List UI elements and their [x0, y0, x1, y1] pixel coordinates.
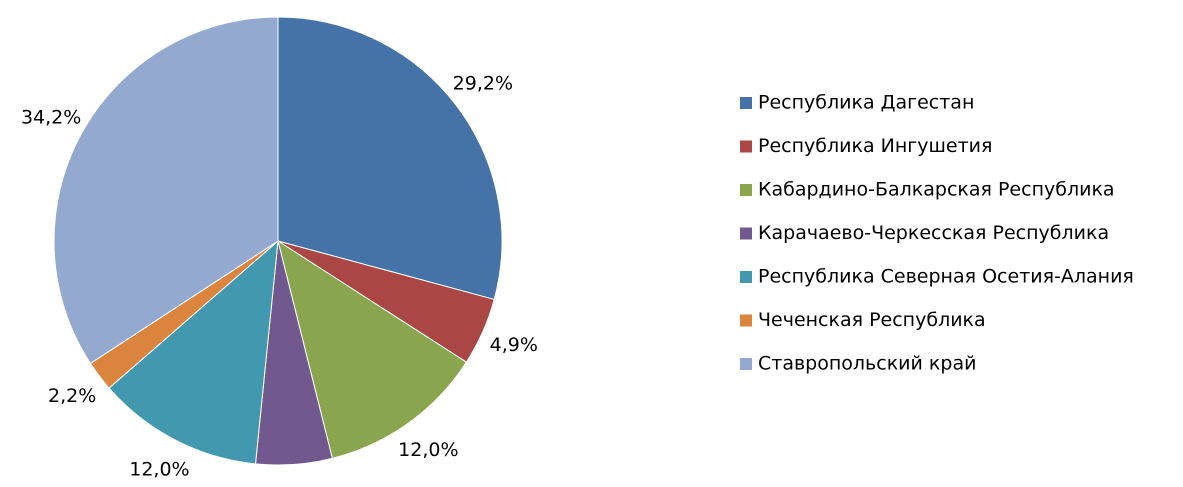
- legend-label: Республика Северная Осетия-Алания: [758, 266, 1134, 288]
- data-label: 12,0%: [129, 459, 189, 481]
- legend-label: Кабардино-Балкарская Республика: [758, 179, 1115, 201]
- legend-label: Республика Дагестан: [758, 92, 974, 114]
- legend-swatch: [740, 184, 752, 196]
- data-label: 4,9%: [490, 334, 538, 356]
- legend-swatch: [740, 271, 752, 283]
- legend-label: Ставропольский край: [758, 353, 976, 375]
- pie-slice: [53, 16, 279, 365]
- legend-label: Карачаево-Черкесская Республика: [758, 222, 1109, 244]
- data-label: 34,2%: [21, 107, 81, 129]
- legend-swatch: [740, 227, 752, 240]
- pie-slice: [108, 239, 279, 465]
- pie-slice: [277, 16, 503, 301]
- legend-swatch: [740, 314, 752, 327]
- legend-label: Чеченская Республика: [758, 309, 986, 331]
- data-label: 12,0%: [398, 439, 458, 461]
- legend-label: Республика Ингушетия: [758, 135, 992, 157]
- legend-swatch: [740, 358, 752, 370]
- legend-swatch: [740, 140, 752, 153]
- pie-slice: [277, 239, 468, 459]
- data-label: 29,2%: [453, 73, 513, 95]
- data-label: 2,2%: [48, 385, 96, 407]
- legend-swatch: [740, 97, 752, 109]
